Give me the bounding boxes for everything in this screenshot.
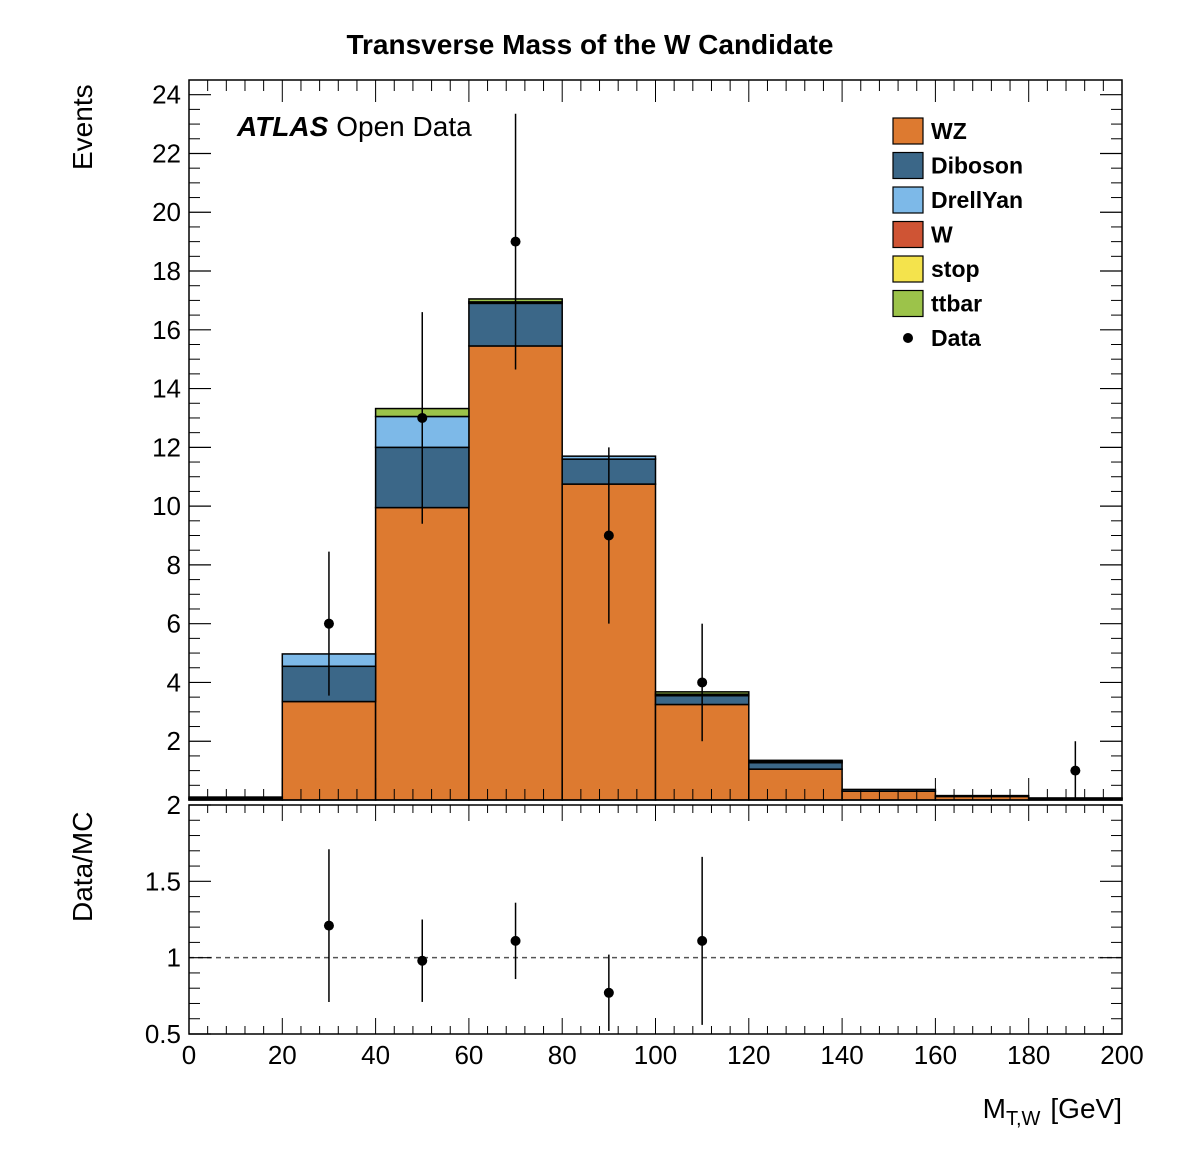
bar-wz-bin-2 [374, 506, 470, 801]
legend-swatch-diboson [892, 151, 924, 180]
ratio-point-4 [697, 935, 708, 946]
bar-wz-bin-3 [468, 345, 563, 801]
x-tick-label: 140 [820, 1040, 863, 1070]
ratio-point-3 [603, 987, 614, 998]
main-frame [188, 79, 1123, 801]
data-point-2 [510, 236, 521, 247]
ratio-ticks: 0.511.520 20 40 60 80 100 120 140 160 180 200 [145, 790, 1144, 1070]
y-tick-label: 2 [167, 726, 181, 756]
bar-wz-bin-6 [748, 768, 843, 801]
bar-ttbar-bin-0 [188, 796, 284, 800]
legend-swatch-w [892, 220, 924, 249]
legend-swatch-wz [892, 117, 924, 145]
ratio-frame [188, 804, 1123, 1035]
data-point-4 [697, 677, 708, 688]
y-axis-title-events: Events [67, 84, 98, 170]
ratio-point-2 [510, 935, 521, 946]
bar-diboson-bin-7 [841, 788, 937, 792]
x-axis-title: MT,W [GeV] [983, 1093, 1122, 1130]
ratio-y-tick-label: 2 [167, 790, 181, 820]
bar-diboson-bin-6 [748, 761, 843, 770]
bar-ttbar-bin-6 [748, 759, 843, 762]
atlas-plain-label: Open Data [336, 111, 472, 142]
y-tick-label: 20 [152, 197, 181, 227]
bar-wz-bin-4 [561, 483, 657, 801]
x-tick-label: 0 [182, 1040, 196, 1070]
ratio-point-0 [323, 920, 334, 931]
legend-swatch-ttbar [892, 289, 924, 318]
chart-title: Transverse Mass of the W Candidate [346, 29, 833, 60]
legend-label-stop: stop [931, 256, 980, 282]
main-bars [188, 298, 1123, 801]
legend-label-w: W [931, 222, 953, 248]
x-tick-label: 160 [914, 1040, 957, 1070]
legend-marker-data [903, 333, 913, 343]
legend-label-diboson: Diboson [931, 153, 1023, 179]
x-axis-title-main: M [983, 1093, 1006, 1124]
y-tick-label: 16 [152, 315, 181, 345]
data-point-0 [323, 618, 334, 629]
ratio-y-tick-label: 0.5 [145, 1019, 181, 1049]
bar-wz-bin-1 [281, 700, 377, 801]
ratio-y-tick-label: 1.5 [145, 866, 181, 896]
legend-swatch-drellyan [892, 186, 924, 214]
data-point-5 [1070, 765, 1081, 776]
x-axis-title-sub: T,W [1006, 1108, 1041, 1130]
x-tick-label: 120 [727, 1040, 770, 1070]
y-tick-label: 8 [167, 550, 181, 580]
y-tick-label: 12 [152, 432, 181, 462]
atlas-label: ATLAS Open Data [236, 111, 472, 142]
main-data-points [323, 113, 1081, 800]
y-tick-label: 6 [167, 609, 181, 639]
ratio-point-1 [417, 955, 428, 966]
x-tick-label: 60 [454, 1040, 483, 1070]
y-axis-title-ratio: Data/MC [67, 812, 98, 922]
legend-label-data: Data [931, 325, 981, 351]
x-tick-label: 100 [634, 1040, 677, 1070]
ratio-y-tick-label: 1 [167, 943, 181, 973]
y-tick-label: 14 [152, 374, 181, 404]
x-axis-title-unit: [GeV] [1050, 1093, 1122, 1124]
data-point-3 [603, 530, 614, 541]
y-tick-label: 22 [152, 138, 181, 168]
bar-wz-bin-7 [841, 790, 937, 801]
y-tick-label: 24 [152, 80, 181, 110]
ratio-data-points [323, 849, 708, 1031]
x-tick-label: 200 [1100, 1040, 1143, 1070]
y-tick-label: 18 [152, 256, 181, 286]
x-tick-label: 40 [361, 1040, 390, 1070]
legend-label-drellyan: DrellYan [931, 187, 1023, 213]
x-tick-label: 20 [268, 1040, 297, 1070]
data-point-1 [417, 412, 428, 423]
x-tick-label: 180 [1007, 1040, 1050, 1070]
ratio-panel: 0.511.520 20 40 60 80 100 120 140 160 180 200 Data… [67, 790, 1144, 1130]
y-tick-label: 10 [152, 491, 181, 521]
legend-label-wz: WZ [931, 118, 967, 144]
legend-label-ttbar: ttbar [931, 291, 982, 317]
y-tick-label: 4 [167, 667, 181, 697]
legend-swatch-stop [892, 255, 924, 283]
x-tick-label: 80 [548, 1040, 577, 1070]
atlas-bold-label: ATLAS [236, 111, 329, 142]
bar-diboson-bin-8 [934, 794, 1030, 798]
